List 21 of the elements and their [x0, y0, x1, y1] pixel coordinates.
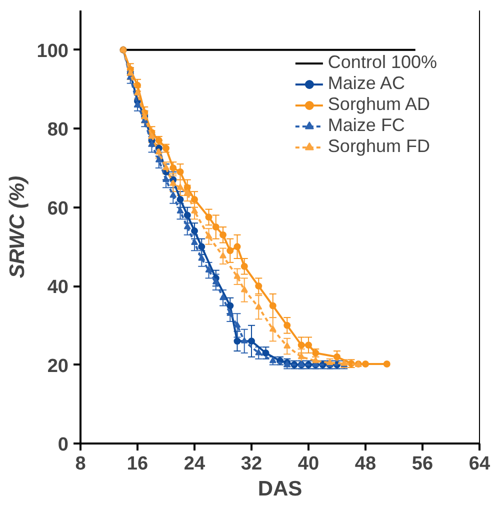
y-tick-label: 40: [47, 277, 69, 298]
y-tick-label: 80: [47, 120, 69, 141]
x-tick-label: 8: [75, 454, 86, 474]
y-tick-label: 20: [47, 356, 69, 377]
x-tick-label: 24: [184, 454, 206, 474]
y-tick-label: 60: [47, 198, 69, 220]
x-tick-label: 48: [354, 454, 376, 474]
legend-label: Control 100%: [328, 52, 437, 73]
legend-label: Maize FC: [328, 115, 405, 136]
legend-label: Sorghum FD: [328, 136, 430, 157]
y-tick-label: 100: [36, 40, 68, 62]
x-tick-label: 32: [240, 454, 262, 474]
y-tick-label: 0: [58, 434, 69, 456]
legend-label: Sorghum AD: [328, 94, 430, 115]
x-tick-label: 16: [126, 454, 148, 474]
x-tick-label: 56: [412, 454, 434, 474]
x-tick-label: 40: [298, 454, 320, 474]
x-axis-title: DAS: [258, 478, 302, 500]
x-tick-label: 64: [468, 454, 490, 474]
legend-label: Maize AC: [328, 73, 405, 94]
y-axis-title: SRWC (%): [6, 176, 29, 278]
